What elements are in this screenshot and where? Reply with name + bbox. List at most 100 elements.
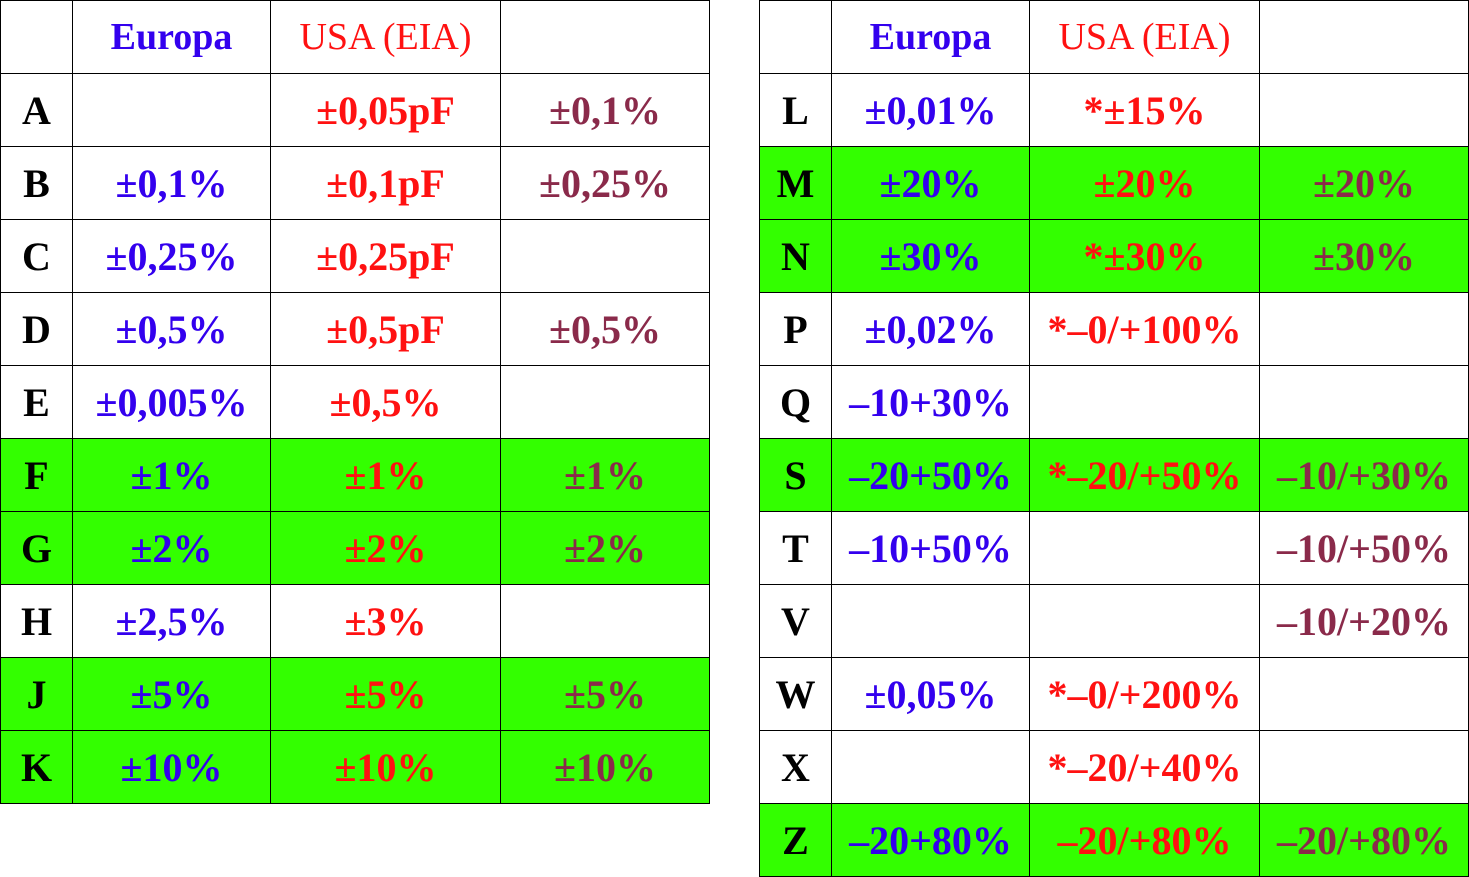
tolerance-code: H <box>0 584 73 658</box>
extra-value <box>1259 730 1469 804</box>
usa-value: ±3% <box>270 584 501 658</box>
header-row: Europa USA (EIA) <box>759 0 1469 74</box>
usa-value: ±2% <box>270 511 501 585</box>
tolerance-code: T <box>759 511 832 585</box>
extra-value: –10/+20% <box>1259 584 1469 658</box>
header-extra-cell <box>1259 0 1469 74</box>
tolerance-code: X <box>759 730 832 804</box>
usa-value: ±0,05pF <box>270 73 501 147</box>
extra-value <box>500 365 710 439</box>
table-row: K ±10% ±10% ±10% <box>0 730 710 804</box>
table-row: Z –20+80% –20/+80% –20/+80% <box>759 803 1469 877</box>
table-row: P ±0,02% *–0/+100% <box>759 292 1469 366</box>
tolerance-code: S <box>759 438 832 512</box>
table-row: H ±2,5% ±3% <box>0 584 710 658</box>
header-code-cell <box>0 0 73 74</box>
usa-value: ±10% <box>270 730 501 804</box>
tolerance-code: E <box>0 365 73 439</box>
table-row: D ±0,5% ±0,5pF ±0,5% <box>0 292 710 366</box>
tolerance-code: A <box>0 73 73 147</box>
extra-value: ±10% <box>500 730 710 804</box>
europa-value: ±30% <box>831 219 1030 293</box>
table-row: S –20+50% *–20/+50% –10/+30% <box>759 438 1469 512</box>
extra-value <box>1259 365 1469 439</box>
table-row: X *–20/+40% <box>759 730 1469 804</box>
tolerance-code: V <box>759 584 832 658</box>
usa-value: ±1% <box>270 438 501 512</box>
usa-value: *–0/+200% <box>1029 657 1260 731</box>
usa-value: ±5% <box>270 657 501 731</box>
tolerance-code: P <box>759 292 832 366</box>
extra-value: ±5% <box>500 657 710 731</box>
europa-value: ±0,5% <box>72 292 271 366</box>
table-row: V –10/+20% <box>759 584 1469 658</box>
europa-value: ±2,5% <box>72 584 271 658</box>
europa-value: ±20% <box>831 146 1030 220</box>
table-row: L ±0,01% *±15% <box>759 73 1469 147</box>
header-europa: Europa <box>72 0 271 74</box>
extra-value: –20/+80% <box>1259 803 1469 877</box>
extra-value: ±0,25% <box>500 146 710 220</box>
extra-value: ±30% <box>1259 219 1469 293</box>
table-row: T –10+50% –10/+50% <box>759 511 1469 585</box>
usa-value: ±20% <box>1029 146 1260 220</box>
table-row: Q –10+30% <box>759 365 1469 439</box>
usa-value: *±15% <box>1029 73 1260 147</box>
header-europa: Europa <box>831 0 1030 74</box>
table-row: M ±20% ±20% ±20% <box>759 146 1469 220</box>
header-code-cell <box>759 0 832 74</box>
europa-value <box>831 584 1030 658</box>
extra-value <box>1259 73 1469 147</box>
usa-value <box>1029 365 1260 439</box>
table-row: F ±1% ±1% ±1% <box>0 438 710 512</box>
table-row: N ±30% *±30% ±30% <box>759 219 1469 293</box>
europa-value: –20+80% <box>831 803 1030 877</box>
header-extra-cell <box>500 0 710 74</box>
table-row: E ±0,005% ±0,5% <box>0 365 710 439</box>
tolerance-code: K <box>0 730 73 804</box>
tolerance-code: F <box>0 438 73 512</box>
europa-value: ±0,01% <box>831 73 1030 147</box>
extra-value: ±0,1% <box>500 73 710 147</box>
extra-value <box>1259 292 1469 366</box>
usa-value: ±0,25pF <box>270 219 501 293</box>
usa-value: –20/+80% <box>1029 803 1260 877</box>
extra-value: ±2% <box>500 511 710 585</box>
usa-value: ±0,5% <box>270 365 501 439</box>
tolerance-code: C <box>0 219 73 293</box>
tolerance-code: D <box>0 292 73 366</box>
extra-value: –10/+30% <box>1259 438 1469 512</box>
usa-value: *–0/+100% <box>1029 292 1260 366</box>
europa-value: ±0,02% <box>831 292 1030 366</box>
tolerance-code: B <box>0 146 73 220</box>
europa-value <box>831 730 1030 804</box>
table-row: W ±0,05% *–0/+200% <box>759 657 1469 731</box>
europa-value: ±10% <box>72 730 271 804</box>
tolerance-table-left-body: Europa USA (EIA) A ±0,05pF ±0,1% B ±0,1% ±0,1… <box>0 0 710 804</box>
extra-value <box>1259 657 1469 731</box>
europa-value: ±0,05% <box>831 657 1030 731</box>
europa-value: –20+50% <box>831 438 1030 512</box>
tolerance-code: N <box>759 219 832 293</box>
tolerance-code: Z <box>759 803 832 877</box>
tolerance-code: J <box>0 657 73 731</box>
usa-value <box>1029 511 1260 585</box>
europa-value: –10+30% <box>831 365 1030 439</box>
table-row: B ±0,1% ±0,1pF ±0,25% <box>0 146 710 220</box>
usa-value <box>1029 584 1260 658</box>
usa-value: *–20/+50% <box>1029 438 1260 512</box>
usa-value: *±30% <box>1029 219 1260 293</box>
europa-value: ±1% <box>72 438 271 512</box>
extra-value <box>500 584 710 658</box>
tolerance-table-right: Europa USA (EIA) L ±0,01% *±15% M ±20% ±20% ±2… <box>759 0 1469 877</box>
tolerance-code: Q <box>759 365 832 439</box>
europa-value: ±0,25% <box>72 219 271 293</box>
extra-value: ±0,5% <box>500 292 710 366</box>
header-row: Europa USA (EIA) <box>0 0 710 74</box>
extra-value: ±20% <box>1259 146 1469 220</box>
tolerance-code: L <box>759 73 832 147</box>
header-usa: USA (EIA) <box>1029 0 1260 74</box>
usa-value: ±0,1pF <box>270 146 501 220</box>
europa-value <box>72 73 271 147</box>
table-row: G ±2% ±2% ±2% <box>0 511 710 585</box>
